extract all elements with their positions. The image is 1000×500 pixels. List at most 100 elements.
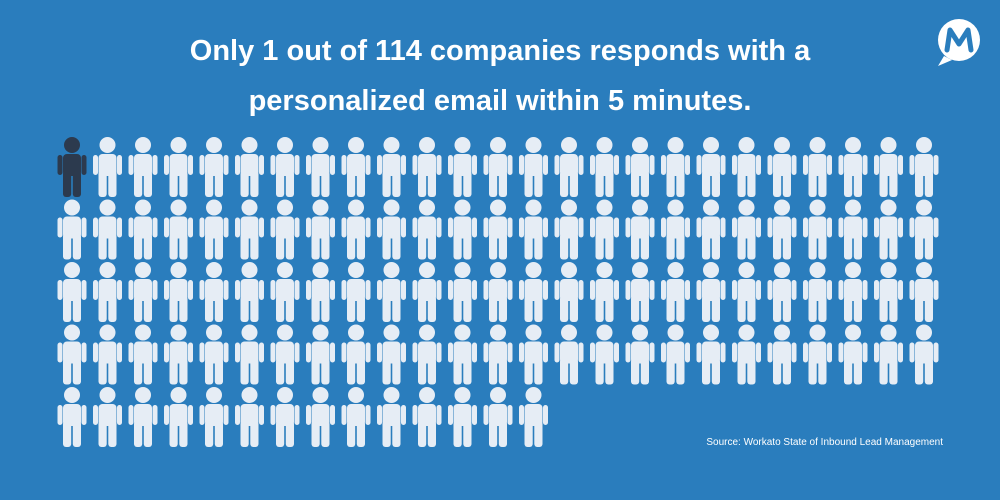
leg xyxy=(782,233,791,260)
head xyxy=(916,199,932,216)
leg xyxy=(321,171,330,197)
arm xyxy=(862,217,868,238)
arm xyxy=(294,280,300,300)
leg xyxy=(498,171,507,197)
arm xyxy=(838,155,844,175)
person xyxy=(696,199,726,260)
head xyxy=(99,262,116,278)
arm xyxy=(732,155,737,175)
head xyxy=(525,262,542,278)
arm xyxy=(436,280,442,300)
head xyxy=(667,262,684,278)
head xyxy=(99,387,116,403)
leg xyxy=(72,171,81,197)
head xyxy=(738,199,755,216)
head xyxy=(241,199,258,216)
arm xyxy=(909,217,915,238)
leg xyxy=(108,233,117,260)
leg xyxy=(427,233,436,260)
arm xyxy=(483,405,489,425)
leg xyxy=(808,358,817,385)
torso xyxy=(382,404,401,426)
leg xyxy=(666,233,675,260)
head xyxy=(383,262,400,278)
leg xyxy=(498,296,507,322)
arm xyxy=(188,280,193,300)
head xyxy=(490,262,506,278)
arm xyxy=(57,342,63,363)
leg xyxy=(311,171,320,197)
leg xyxy=(773,296,782,322)
arm xyxy=(909,155,915,175)
person xyxy=(128,387,158,447)
leg xyxy=(63,296,72,322)
torso xyxy=(240,341,259,364)
arm xyxy=(661,155,666,175)
arm xyxy=(128,342,134,363)
head xyxy=(170,387,187,403)
head xyxy=(277,199,293,216)
leg xyxy=(782,296,791,322)
leg xyxy=(747,233,756,260)
head xyxy=(916,324,932,341)
torso xyxy=(524,279,543,301)
person xyxy=(732,262,761,322)
leg xyxy=(844,296,853,322)
leg xyxy=(169,358,178,385)
arm xyxy=(377,155,382,175)
person xyxy=(164,324,193,385)
leg xyxy=(427,296,436,322)
arm xyxy=(898,155,903,175)
leg xyxy=(889,233,898,260)
torso xyxy=(205,154,223,176)
arm xyxy=(507,342,513,363)
leg xyxy=(889,296,898,322)
arm xyxy=(554,342,560,363)
head xyxy=(348,137,364,153)
arm xyxy=(507,155,513,175)
leg xyxy=(702,358,711,385)
arm xyxy=(756,217,761,238)
torso xyxy=(134,279,152,301)
head xyxy=(348,199,364,216)
arm xyxy=(330,342,335,363)
leg xyxy=(392,171,401,197)
leg xyxy=(489,296,498,322)
person xyxy=(57,387,87,447)
person xyxy=(235,137,264,197)
leg xyxy=(489,171,498,197)
leg xyxy=(595,233,604,260)
arm xyxy=(81,405,87,425)
person xyxy=(554,262,584,322)
head xyxy=(99,137,116,153)
torso xyxy=(666,216,685,239)
arm xyxy=(188,217,193,238)
arm xyxy=(732,217,737,238)
head xyxy=(490,199,506,216)
person xyxy=(661,137,690,197)
person xyxy=(199,387,229,447)
person xyxy=(590,199,619,260)
leg xyxy=(240,171,249,197)
leg xyxy=(463,171,472,197)
leg xyxy=(285,358,294,385)
person xyxy=(377,137,406,197)
leg xyxy=(392,296,401,322)
leg xyxy=(747,358,756,385)
person xyxy=(554,137,584,197)
torso xyxy=(737,341,756,364)
leg xyxy=(773,171,782,197)
leg xyxy=(214,296,223,322)
leg xyxy=(879,233,888,260)
head xyxy=(135,324,151,341)
arm xyxy=(685,155,690,175)
head xyxy=(525,199,542,216)
head xyxy=(738,324,755,341)
arm xyxy=(412,342,418,363)
arm xyxy=(365,155,371,175)
person xyxy=(661,262,690,322)
leg xyxy=(98,171,107,197)
torso xyxy=(382,341,401,364)
leg xyxy=(711,233,720,260)
arm xyxy=(767,280,773,300)
